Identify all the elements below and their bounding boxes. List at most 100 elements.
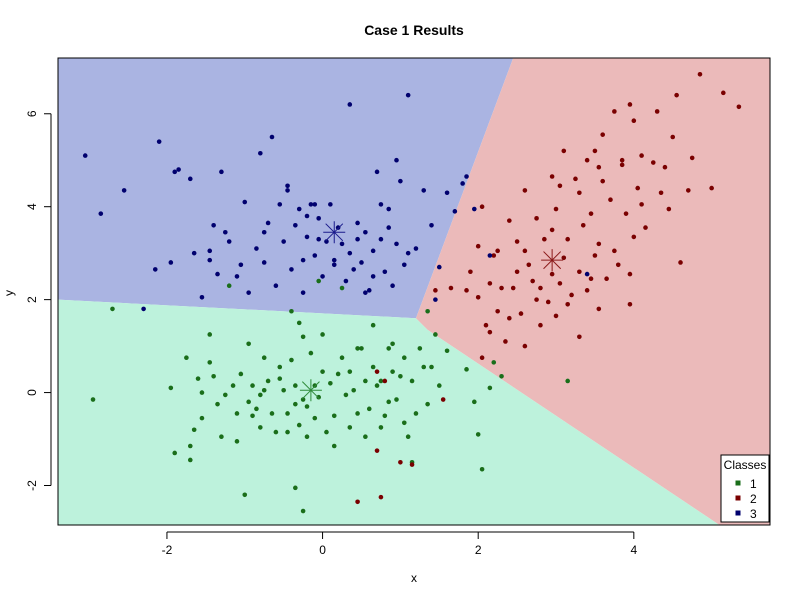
point-class-2 <box>608 197 613 203</box>
point-class-2 <box>475 243 481 249</box>
point-class-3 <box>421 188 427 193</box>
point-class-2 <box>487 329 493 335</box>
point-class-3 <box>152 267 158 272</box>
point-class-2 <box>448 285 454 291</box>
x-tick-label: 4 <box>630 543 637 557</box>
point-class-1 <box>324 429 329 435</box>
point-class-3 <box>363 290 368 295</box>
point-class-2 <box>557 281 563 286</box>
point-class-2 <box>592 148 598 154</box>
point-class-2 <box>475 295 481 300</box>
point-class-2 <box>495 248 500 254</box>
point-class-3 <box>289 267 294 272</box>
point-class-3 <box>386 225 392 230</box>
centroid-class-2 <box>541 249 564 272</box>
y-tick-label: 4 <box>25 203 39 210</box>
point-class-2 <box>514 239 520 244</box>
point-class-3 <box>285 188 290 193</box>
point-class-2 <box>569 292 574 298</box>
point-class-3 <box>207 248 213 254</box>
point-class-1 <box>250 413 255 419</box>
point-class-1 <box>296 422 302 428</box>
point-class-2 <box>565 301 570 307</box>
point-class-1 <box>265 378 271 384</box>
point-class-2 <box>557 183 563 189</box>
point-class-2 <box>623 211 629 216</box>
point-class-1 <box>230 383 236 388</box>
x-tick-label: 0 <box>319 543 326 557</box>
point-class-3 <box>335 225 341 230</box>
point-class-3 <box>328 202 333 207</box>
point-class-3 <box>394 241 399 247</box>
point-class-2 <box>495 308 500 314</box>
point-class-1 <box>207 332 213 337</box>
point-class-2 <box>631 118 637 124</box>
point-class-1 <box>250 383 255 388</box>
point-class-3 <box>382 269 388 275</box>
point-class-3 <box>347 102 353 107</box>
point-class-3 <box>156 139 162 144</box>
point-class-1 <box>219 434 224 440</box>
point-class-1 <box>304 404 310 409</box>
legend-title: Classes <box>724 458 767 472</box>
point-class-1 <box>479 466 485 472</box>
point-class-3 <box>331 262 337 268</box>
point-class-2 <box>510 285 516 291</box>
point-class-3 <box>273 283 279 288</box>
point-class-1 <box>475 432 481 437</box>
point-class-1 <box>184 355 189 361</box>
point-class-3 <box>339 241 345 247</box>
point-class-1 <box>285 429 290 435</box>
point-class-1 <box>187 457 193 463</box>
point-class-1 <box>335 371 341 377</box>
point-class-1 <box>316 278 321 284</box>
point-class-1 <box>199 390 205 395</box>
centroid-class-3 <box>323 221 346 244</box>
point-class-3 <box>176 167 181 172</box>
point-class-1 <box>390 341 395 347</box>
point-class-1 <box>172 450 178 456</box>
point-class-1 <box>195 376 201 381</box>
point-class-2 <box>627 102 633 107</box>
point-class-1 <box>378 378 384 384</box>
point-class-1 <box>285 411 290 416</box>
point-class-3 <box>300 257 306 263</box>
point-class-1 <box>304 434 310 440</box>
point-class-2 <box>433 288 438 293</box>
point-class-2 <box>499 285 504 291</box>
point-class-3 <box>246 290 251 295</box>
point-class-3 <box>433 297 438 302</box>
point-class-2 <box>588 211 594 216</box>
y-tick-label: 0 <box>25 389 39 396</box>
point-class-2 <box>549 271 555 277</box>
point-class-3 <box>370 248 376 254</box>
point-class-3 <box>269 134 275 140</box>
point-class-3 <box>452 209 458 214</box>
point-class-1 <box>293 485 298 491</box>
point-class-1 <box>370 364 376 370</box>
point-class-1 <box>234 439 240 444</box>
point-class-2 <box>612 248 617 254</box>
point-class-2 <box>526 262 532 268</box>
point-class-2 <box>662 164 668 170</box>
x-axis: -2 0 2 4 <box>162 531 637 557</box>
point-class-3 <box>223 229 228 235</box>
point-class-2 <box>522 248 528 254</box>
point-class-1 <box>487 385 493 391</box>
point-class-2 <box>666 206 672 212</box>
point-class-3 <box>359 260 364 265</box>
legend-swatch-2 <box>735 495 741 501</box>
point-class-1 <box>281 387 286 393</box>
point-class-2 <box>503 339 508 344</box>
point-class-1 <box>347 425 353 430</box>
point-class-2 <box>592 253 598 258</box>
point-class-2 <box>670 134 676 140</box>
point-class-2 <box>522 343 528 349</box>
point-class-2 <box>374 448 380 453</box>
point-class-1 <box>339 355 345 361</box>
point-class-2 <box>619 162 625 168</box>
decision-regions <box>58 58 770 525</box>
point-class-1 <box>90 397 96 402</box>
point-class-3 <box>300 290 306 295</box>
point-class-2 <box>398 459 403 465</box>
